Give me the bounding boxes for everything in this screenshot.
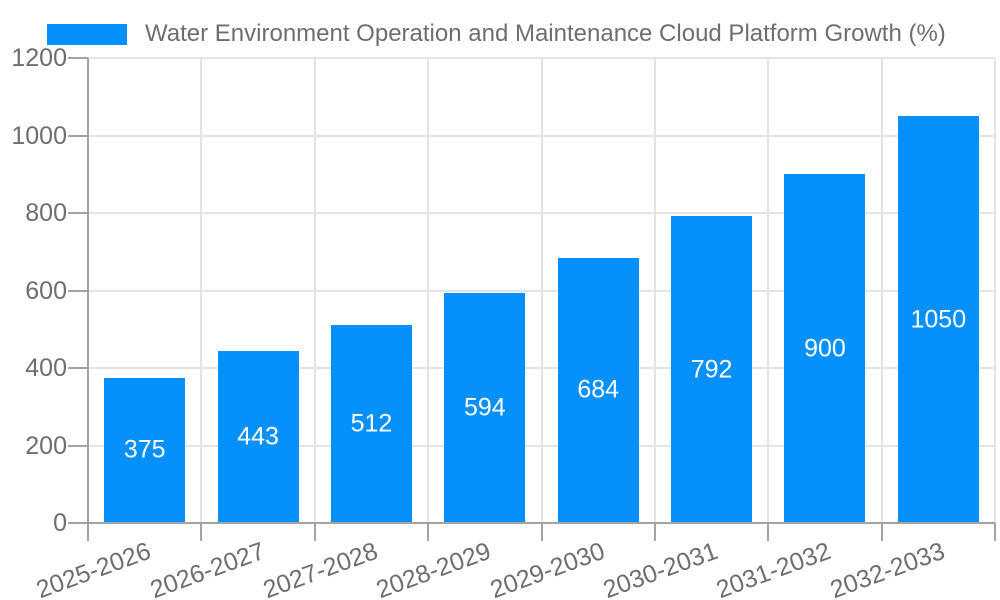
y-tick-mark [68,134,88,137]
y-axis-tick-label: 0 [53,509,67,537]
y-axis-tick-label: 600 [25,276,67,305]
y-axis-tick-label: 200 [25,431,67,460]
x-tick-mark [200,523,203,541]
x-tick-mark [313,523,316,541]
gridline-v [313,58,316,523]
chart-legend: Water Environment Operation and Maintena… [47,20,946,48]
bar-value-label: 900 [804,334,846,363]
bar: 443 [217,351,299,523]
x-axis-tick-label: 2030-2031 [599,536,722,600]
x-axis-tick-label: 2032-2033 [826,536,949,600]
bar: 1050 [897,116,979,523]
y-axis-tick-label: 400 [25,354,67,382]
gridline-v [540,58,543,523]
gridline-v [427,58,430,523]
bar-value-label: 792 [690,355,733,384]
legend-label: Water Environment Operation and Maintena… [145,20,946,47]
bar: 512 [330,324,412,523]
x-tick-mark [427,523,430,541]
bar-value-label: 684 [577,375,620,404]
x-axis-tick-label: 2025-2026 [32,536,155,600]
legend-swatch [47,23,127,45]
y-axis-tick-label: 1000 [11,121,67,150]
y-axis-line [87,58,89,523]
x-axis-tick-label: 2026-2027 [146,536,268,600]
bar-value-label: 594 [463,393,506,422]
gridline-v [200,58,203,523]
gridline-v [653,58,656,523]
x-axis-line [68,522,995,524]
y-tick-mark [68,212,88,214]
x-axis-tick-label: 2028-2029 [372,536,495,600]
y-tick-mark [68,367,88,369]
bar: 792 [671,216,753,523]
bar: 900 [784,174,866,523]
bar: 684 [557,257,639,523]
x-axis-tick-label: 2031-2032 [712,536,835,600]
x-tick-mark [87,523,89,541]
x-axis-tick-label: 2027-2028 [259,536,382,600]
x-tick-mark [653,523,656,541]
bar-value-label: 443 [237,422,279,451]
y-tick-mark [68,57,88,59]
x-axis-tick-label: 2029-2030 [486,536,609,600]
x-tick-mark [994,523,996,541]
y-axis-tick-label: 1200 [11,44,67,72]
y-tick-mark [68,444,88,447]
gridline-v [767,58,770,523]
y-tick-mark [68,289,88,292]
x-tick-mark [767,523,770,541]
bar-value-label: 512 [350,409,393,438]
x-tick-mark [540,523,543,541]
bar-value-label: 1050 [910,305,967,334]
bar-value-label: 375 [123,435,166,464]
y-axis-tick-label: 800 [25,199,67,227]
gridline-v [880,58,883,523]
bar: 375 [104,377,186,523]
x-tick-mark [880,523,883,541]
gridline-v [994,58,996,523]
bar: 594 [444,292,526,523]
